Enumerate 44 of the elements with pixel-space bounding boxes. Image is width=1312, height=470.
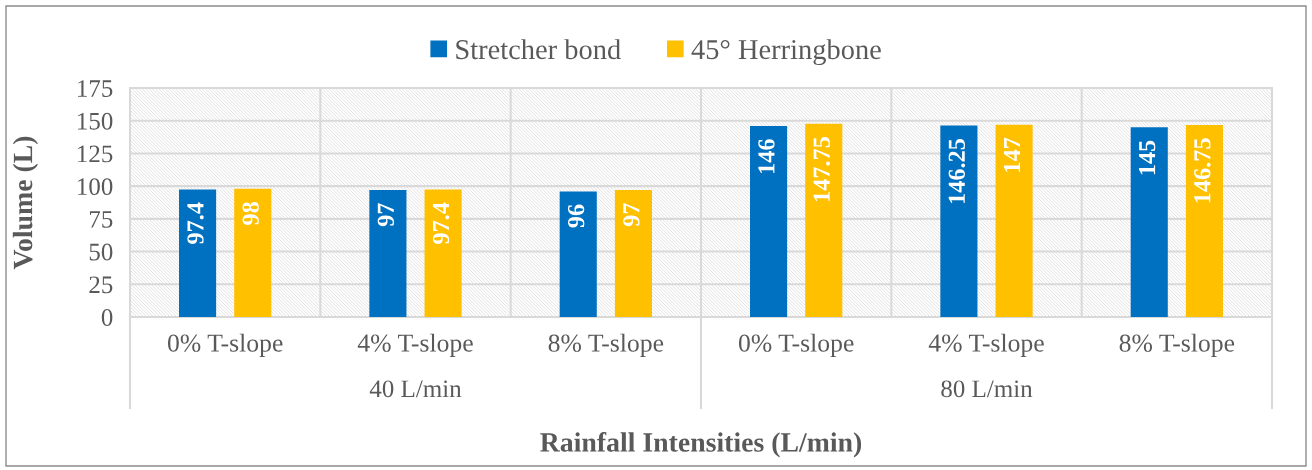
y-tick-label: 0 — [101, 309, 113, 326]
x-tick-label: 8% T-slope — [548, 333, 664, 357]
bar — [1185, 124, 1223, 317]
x-tick-label: 8% T-slope — [1119, 333, 1235, 357]
data-label: 96 — [567, 204, 585, 228]
text: 40 L/min — [369, 380, 462, 398]
data-label: 97.4 — [432, 202, 450, 244]
bar — [750, 125, 788, 317]
data-label: 147 — [1003, 137, 1020, 172]
x-tick-label: 4% T-slope — [928, 333, 1044, 357]
y-tick-label: 75 — [89, 211, 113, 228]
legend-label: 45° Herringbone — [691, 39, 881, 66]
bar — [940, 125, 978, 317]
legend-label: Stretcher bond — [456, 39, 621, 60]
y-tick-label: 100 — [78, 178, 113, 196]
x-axis-title: Rainfall Intensities (L/min) — [540, 432, 862, 458]
bar — [369, 190, 407, 317]
bar — [559, 191, 597, 317]
bar — [1130, 127, 1168, 317]
bar — [234, 188, 272, 317]
y-tick-label: 175 — [78, 80, 113, 97]
bar — [179, 189, 217, 317]
y-tick-label: 125 — [78, 145, 113, 163]
bar — [995, 124, 1033, 317]
y-tick-label: 25 — [89, 276, 113, 294]
x-tick-label: 0% T-slope — [167, 333, 283, 357]
data-label: 97 — [377, 203, 394, 227]
y-axis-title: Volume (L) — [12, 136, 38, 270]
data-label: 147.75 — [813, 137, 830, 202]
data-label: 146.25 — [948, 139, 966, 204]
data-label: 97.4 — [187, 202, 204, 244]
data-label: 146 — [758, 139, 775, 173]
x-tick-label: 0% T-slope — [738, 333, 854, 357]
data-label: 97 — [623, 203, 640, 227]
bar — [614, 190, 652, 317]
text: 80 L/min — [941, 380, 1033, 398]
bar — [424, 189, 462, 317]
data-label: 146.75 — [1194, 138, 1211, 203]
data-label: 98 — [242, 202, 259, 225]
x-tick-label: 4% T-slope — [357, 333, 473, 357]
data-label: 145 — [1139, 140, 1156, 175]
y-tick-label: 50 — [89, 243, 113, 261]
bar — [805, 123, 843, 317]
y-tick-label: 150 — [78, 112, 113, 130]
